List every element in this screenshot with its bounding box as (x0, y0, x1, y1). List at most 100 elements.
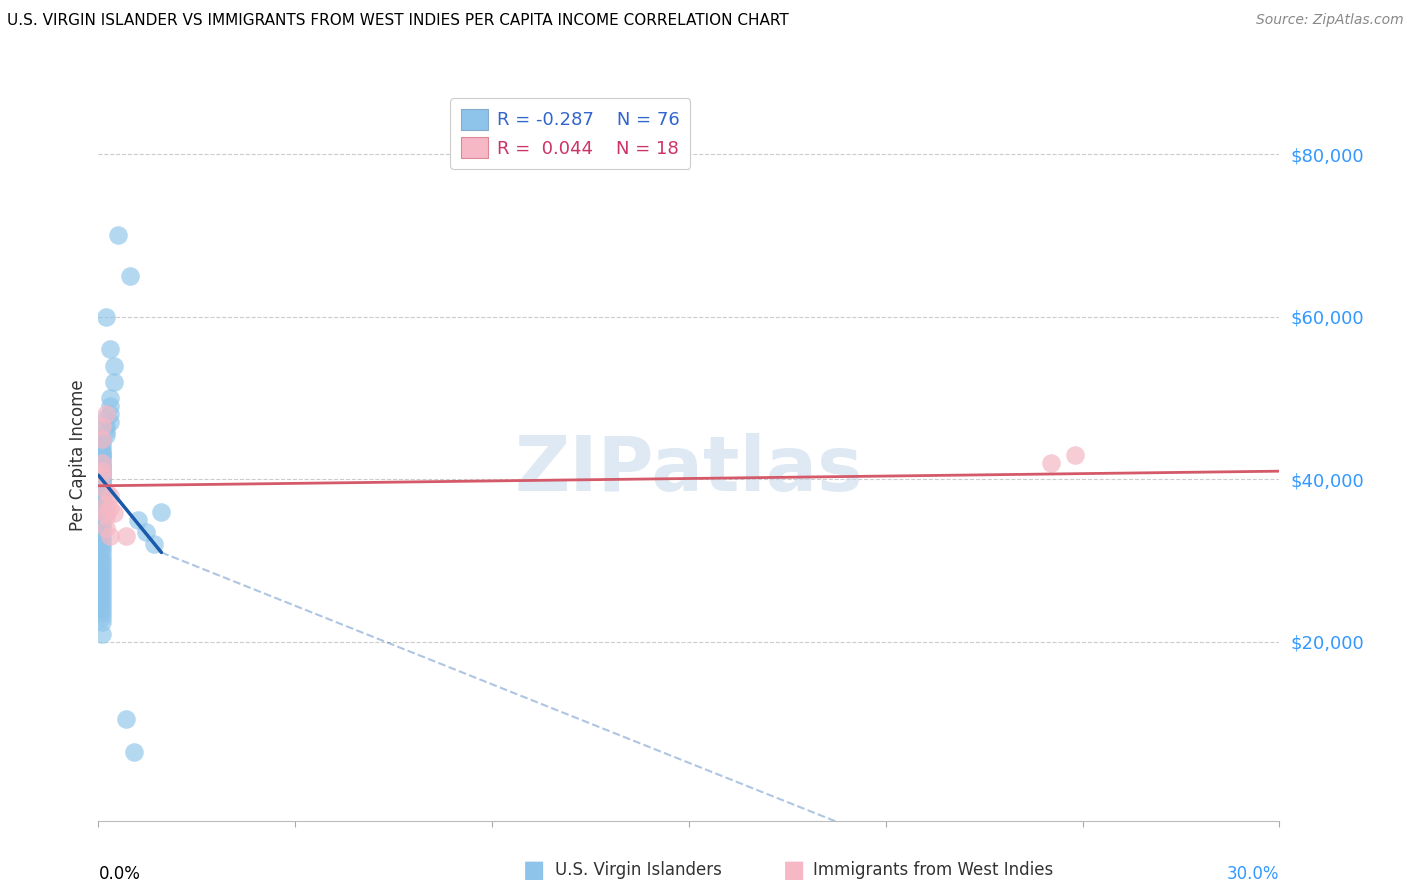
Point (91, 610, 114, 624)
Point (91, 521, 114, 535)
Point (91, 468, 114, 483)
Y-axis label: Per Capita Income: Per Capita Income (69, 379, 87, 531)
Point (91, 578, 114, 592)
Point (96, 407, 118, 421)
Point (91, 452, 114, 467)
Point (91, 432, 114, 446)
Point (91, 599, 114, 613)
Point (91, 525, 114, 540)
Point (91, 464, 114, 478)
Point (98, 407, 121, 421)
Point (91, 529, 114, 543)
Point (91, 582, 114, 596)
Legend: R = -0.287    N = 76, R =  0.044    N = 18: R = -0.287 N = 76, R = 0.044 N = 18 (450, 98, 690, 169)
Point (98, 343, 121, 357)
Point (91, 562, 114, 576)
Point (122, 745, 145, 759)
Point (91, 456, 114, 470)
Point (98, 416, 121, 430)
Point (91, 435, 114, 450)
Point (96, 484, 118, 499)
Text: U.S. VIRGIN ISLANDER VS IMMIGRANTS FROM WEST INDIES PER CAPITA INCOME CORRELATIO: U.S. VIRGIN ISLANDER VS IMMIGRANTS FROM … (7, 13, 789, 29)
Point (91, 513, 114, 527)
Point (91, 574, 114, 588)
Point (150, 505, 173, 519)
Point (96, 424, 118, 438)
Point (91, 474, 114, 488)
Point (91, 471, 114, 485)
Point (98, 391, 121, 405)
Point (91, 533, 114, 548)
Point (91, 492, 114, 507)
Point (91, 468, 114, 483)
Point (91, 489, 114, 503)
Point (91, 443, 114, 458)
Point (91, 432, 114, 446)
Point (107, 228, 129, 243)
Point (142, 537, 165, 551)
Point (98, 489, 121, 503)
Point (96, 497, 118, 511)
Point (91, 476, 114, 491)
Text: ZIPatlas: ZIPatlas (515, 433, 863, 507)
Text: 0.0%: 0.0% (98, 864, 141, 882)
Point (103, 359, 125, 373)
Point (1040, 456, 1063, 470)
Point (91, 615, 114, 629)
Point (96, 427, 118, 442)
Point (96, 508, 118, 523)
Point (91, 549, 114, 564)
Point (96, 505, 118, 519)
Point (91, 602, 114, 616)
Point (91, 607, 114, 621)
Point (91, 462, 114, 476)
Point (96, 310, 118, 324)
Text: ■: ■ (783, 858, 806, 881)
Point (91, 516, 114, 531)
Point (127, 513, 149, 527)
Point (91, 590, 114, 604)
Point (91, 440, 114, 454)
Point (96, 521, 118, 535)
Point (96, 419, 118, 434)
Point (98, 500, 121, 515)
Point (91, 566, 114, 580)
Text: Source: ZipAtlas.com: Source: ZipAtlas.com (1256, 13, 1403, 28)
Point (91, 541, 114, 556)
Point (115, 712, 138, 726)
Point (91, 472, 114, 486)
Point (91, 570, 114, 584)
Point (1063, 448, 1085, 462)
Point (91, 484, 114, 499)
Point (91, 480, 114, 494)
Text: ■: ■ (523, 858, 546, 881)
Point (91, 594, 114, 608)
Point (91, 558, 114, 572)
Point (91, 456, 114, 470)
Point (91, 464, 114, 478)
Point (103, 507, 125, 521)
Point (91, 483, 114, 497)
Point (91, 626, 114, 640)
Text: U.S. Virgin Islanders: U.S. Virgin Islanders (555, 861, 723, 879)
Point (91, 446, 114, 460)
Text: Immigrants from West Indies: Immigrants from West Indies (813, 861, 1053, 879)
Point (91, 500, 114, 515)
Point (91, 479, 114, 493)
Point (91, 466, 114, 480)
Point (91, 448, 114, 462)
Point (91, 553, 114, 567)
Point (135, 525, 157, 540)
Point (118, 269, 141, 284)
Point (91, 545, 114, 559)
Point (91, 497, 114, 511)
Point (98, 529, 121, 543)
Point (103, 375, 125, 389)
Point (91, 419, 114, 434)
Point (115, 529, 138, 543)
Point (91, 505, 114, 519)
Text: 30.0%: 30.0% (1227, 864, 1279, 882)
Point (96, 411, 118, 425)
Point (91, 460, 114, 475)
Point (98, 399, 121, 413)
